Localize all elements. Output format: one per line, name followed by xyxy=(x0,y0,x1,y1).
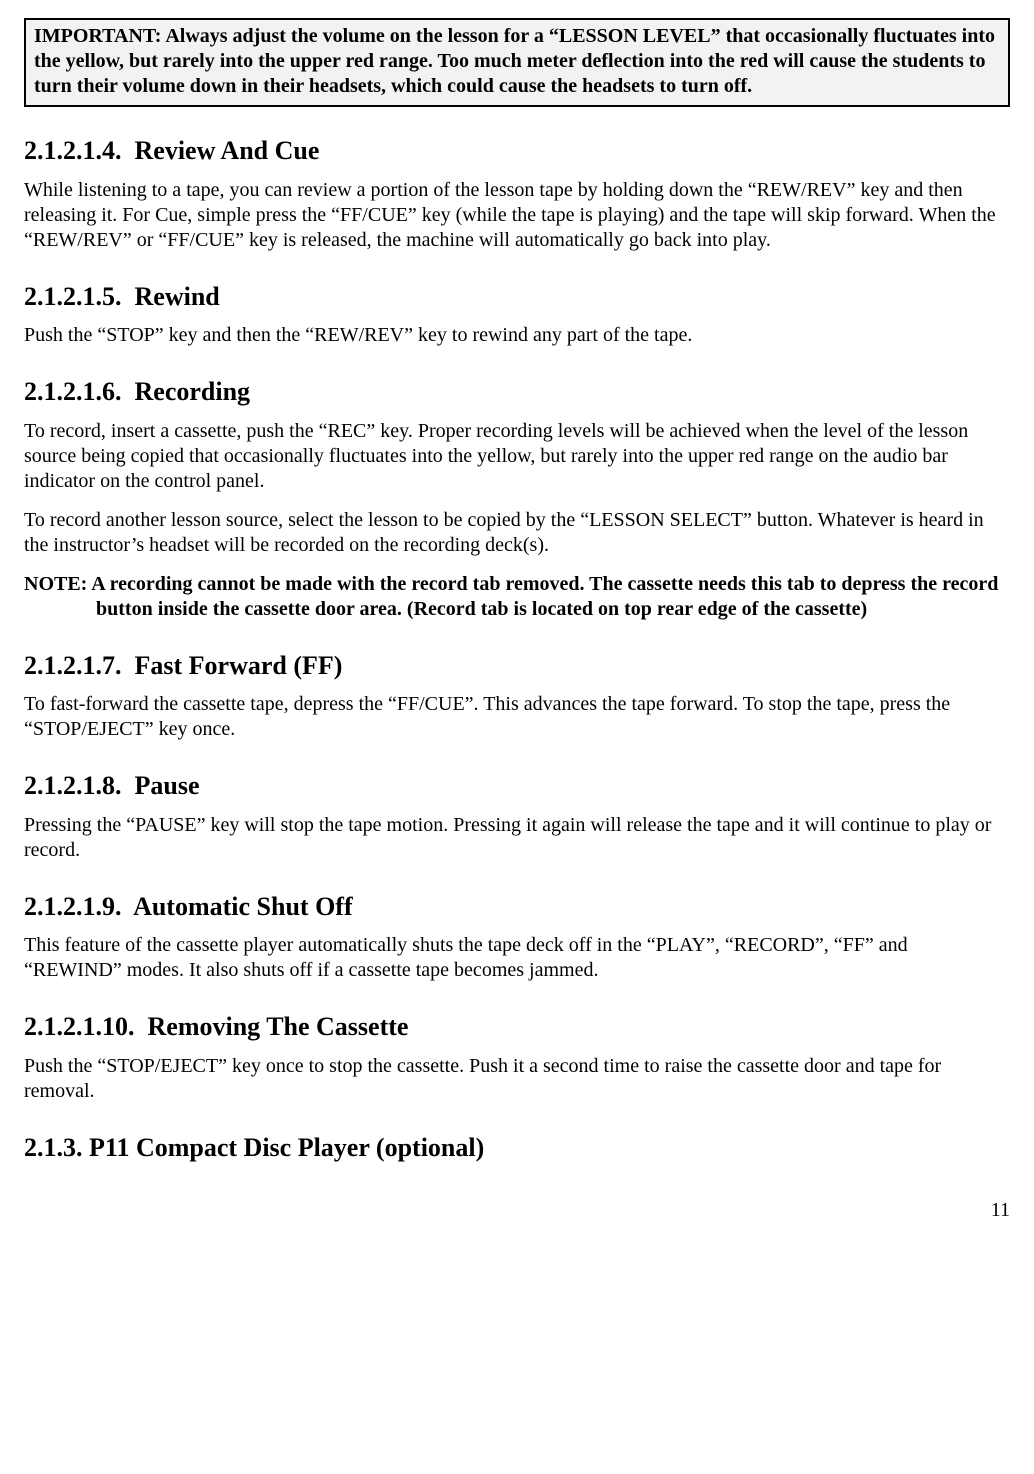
paragraph-fast-forward: To fast-forward the cassette tape, depre… xyxy=(24,692,1010,742)
heading-auto-shut-off: 2.1.2.1.9. Automatic Shut Off xyxy=(24,891,1010,924)
paragraph-auto-shut-off: This feature of the cassette player auto… xyxy=(24,933,1010,983)
heading-cd-player: 2.1.3. P11 Compact Disc Player (optional… xyxy=(24,1132,1010,1165)
paragraph-pause: Pressing the “PAUSE” key will stop the t… xyxy=(24,813,1010,863)
heading-review-and-cue: 2.1.2.1.4. Review And Cue xyxy=(24,135,1010,168)
paragraph-removing-cassette: Push the “STOP/EJECT” key once to stop t… xyxy=(24,1054,1010,1104)
heading-fast-forward: 2.1.2.1.7. Fast Forward (FF) xyxy=(24,650,1010,683)
important-notice-box: IMPORTANT: Always adjust the volume on t… xyxy=(24,18,1010,107)
page-number: 11 xyxy=(24,1198,1010,1223)
paragraph-rewind: Push the “STOP” key and then the “REW/RE… xyxy=(24,323,1010,348)
heading-recording: 2.1.2.1.6. Recording xyxy=(24,376,1010,409)
paragraph-recording-2: To record another lesson source, select … xyxy=(24,508,1010,558)
heading-pause: 2.1.2.1.8. Pause xyxy=(24,770,1010,803)
recording-note: NOTE: A recording cannot be made with th… xyxy=(24,572,1010,622)
heading-rewind: 2.1.2.1.5. Rewind xyxy=(24,281,1010,314)
heading-removing-cassette: 2.1.2.1.10. Removing The Cassette xyxy=(24,1011,1010,1044)
paragraph-recording-1: To record, insert a cassette, push the “… xyxy=(24,419,1010,494)
paragraph-review-cue: While listening to a tape, you can revie… xyxy=(24,178,1010,253)
